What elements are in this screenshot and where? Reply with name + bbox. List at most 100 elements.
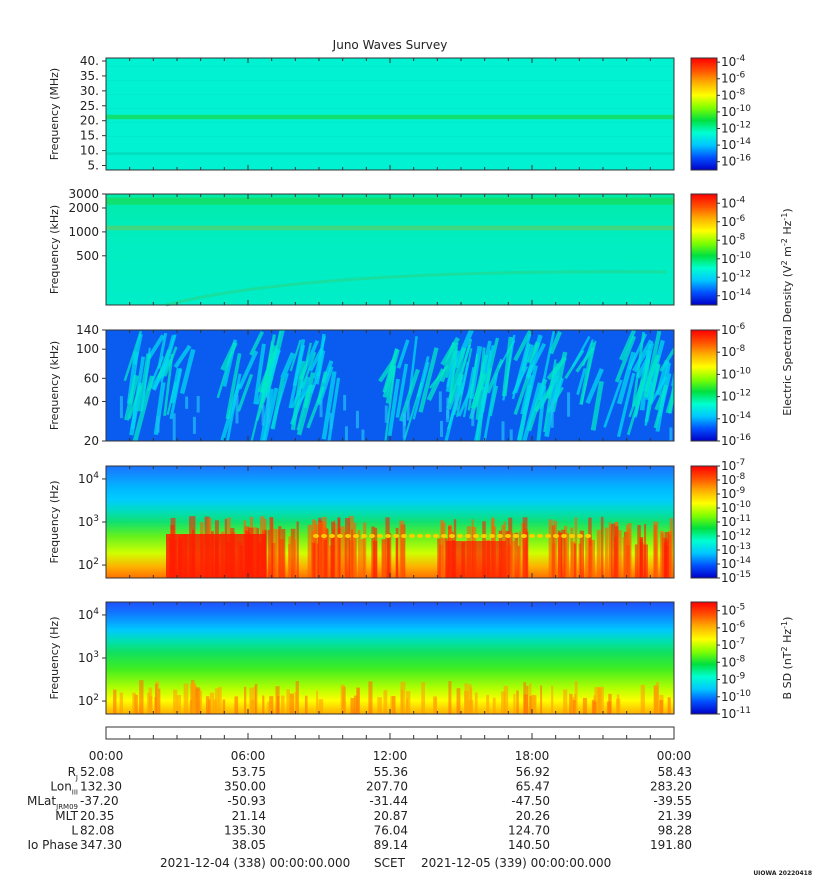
emission-streak: [483, 373, 499, 441]
emission-dot: [569, 534, 575, 538]
emission-column: [437, 538, 441, 578]
emission-streak: [665, 383, 674, 414]
colorbar-tick-label: 10-8: [721, 232, 746, 247]
emission-streak: [634, 359, 651, 417]
electric-colorbar-label: Electric Spectral Density (V2 m-2 Hz-1): [780, 208, 794, 415]
colorbar-tick-label: 10-14: [721, 137, 751, 152]
y-tick-label: 25.: [80, 99, 99, 113]
emission-dot: [353, 534, 359, 538]
emission-column: [590, 539, 595, 578]
emission-column: [383, 690, 388, 714]
colorbar-tick-label: 10-10: [721, 251, 751, 266]
emission-streak: [603, 379, 623, 428]
spectral-stripe: [106, 80, 674, 81]
emission-streak: [501, 336, 514, 397]
emission-column: [353, 695, 358, 714]
emission-streak: [179, 348, 196, 395]
time-tick-label: 18:00: [515, 749, 550, 763]
emission-dot: [377, 534, 383, 538]
emission-column: [254, 683, 258, 714]
credit-label: UIOWA 20220418: [753, 870, 812, 877]
emission-column: [288, 536, 291, 578]
y-axis-label: Frequency (kHz): [48, 341, 61, 430]
ephemeris-row-label: LonIII: [50, 780, 78, 797]
emission-dot: [497, 534, 503, 538]
colorbar-tick-label: 10-14: [721, 288, 751, 303]
emission-column: [687, 532, 690, 578]
time-tick-label: 06:00: [231, 749, 266, 763]
emission-streak: [673, 421, 674, 423]
ephemeris-value: 56.92: [516, 765, 550, 779]
emission-column: [234, 696, 239, 714]
emission-streak: [132, 375, 155, 441]
emission-dot: [577, 534, 583, 538]
colorbar-tick-label: 10-9: [721, 486, 746, 501]
y-tick-label: 102: [78, 693, 99, 708]
y-tick-label: 5.: [88, 159, 99, 173]
emission-streak: [520, 374, 534, 415]
emission-column: [345, 517, 351, 578]
emission-column: [390, 696, 394, 714]
emission-streak: [457, 338, 473, 386]
emission-column: [682, 519, 686, 578]
emission-column: [667, 697, 671, 714]
emission-streak: [402, 413, 406, 426]
emission-streak: [262, 387, 279, 441]
emission-column: [589, 545, 593, 578]
y-tick-label: 1000: [68, 225, 99, 239]
emission-column: [551, 685, 554, 714]
emission-dot: [337, 534, 343, 538]
emission-streak: [396, 339, 410, 369]
emission-column: [395, 534, 398, 578]
emission-dot: [585, 534, 591, 538]
emission-dot: [361, 534, 367, 538]
scet-label: SCET: [374, 856, 406, 870]
ephemeris-value: -50.93: [227, 794, 266, 808]
ephemeris-value: 76.04: [374, 823, 408, 837]
emission-column: [531, 694, 536, 714]
emission-column: [363, 522, 367, 578]
emission-streak: [525, 334, 543, 379]
y-axis-label: Frequency (Hz): [48, 617, 61, 700]
emission-dot: [417, 534, 423, 538]
emission-column: [492, 697, 496, 714]
emission-column: [385, 517, 390, 578]
emission-streak: [235, 394, 239, 424]
emission-streak: [289, 339, 302, 372]
time-tick-label: 00:00: [89, 749, 124, 763]
emission-column: [331, 521, 335, 578]
emission-column: [622, 537, 627, 578]
emission-column: [350, 529, 353, 578]
ephemeris-value: 191.80: [650, 838, 692, 852]
emission-dot: [545, 534, 551, 538]
ephemeris-value: -37.20: [80, 794, 119, 808]
emission-column: [400, 689, 404, 714]
emission-column: [267, 529, 270, 578]
spectral-band: [106, 225, 674, 231]
ephemeris-value: 135.30: [224, 823, 266, 837]
emission-dot: [529, 534, 535, 538]
emission-streak: [440, 336, 460, 366]
emission-streak: [616, 372, 636, 438]
colorbar-tick-label: 10-14: [721, 556, 751, 571]
spectral-band: [106, 197, 674, 205]
emission-features: [166, 516, 690, 578]
emission-column: [356, 687, 360, 714]
emission-column: [334, 524, 337, 578]
emission-column: [119, 692, 124, 714]
emission-streak: [327, 377, 341, 441]
emission-streak: [643, 330, 662, 398]
emission-streak: [580, 340, 597, 405]
emission-streak: [124, 374, 139, 421]
colorbar-tick-label: 10-14: [721, 411, 751, 426]
ephemeris-row-label: RJ: [68, 765, 78, 782]
y-tick-label: 60: [84, 371, 99, 385]
time-tick-label: 00:00: [657, 749, 692, 763]
emission-dot: [465, 534, 471, 538]
emission-streak: [575, 347, 595, 373]
start-time-label: 2021-12-04 (338) 00:00:00.000: [160, 856, 350, 870]
emission-features: [113, 680, 671, 714]
emission-streak: [538, 331, 556, 401]
emission-column: [616, 698, 621, 714]
emission-streak: [395, 363, 409, 418]
